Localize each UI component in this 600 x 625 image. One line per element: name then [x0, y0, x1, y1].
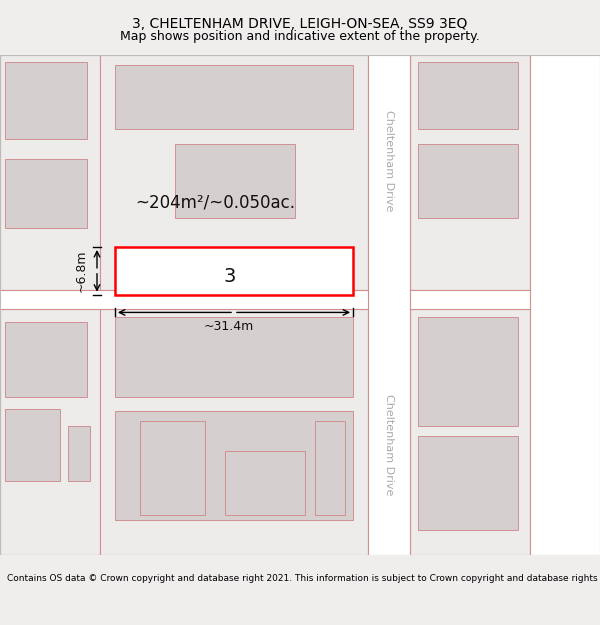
- Bar: [115, 247, 353, 294]
- Bar: [0, 309, 100, 555]
- Bar: [418, 436, 518, 530]
- Bar: [115, 318, 353, 397]
- Bar: [368, 55, 410, 555]
- Bar: [5, 322, 87, 397]
- Bar: [100, 309, 368, 555]
- Bar: [538, 139, 596, 218]
- Text: Cheltenham Drive: Cheltenham Drive: [384, 394, 394, 495]
- Bar: [0, 289, 368, 309]
- Bar: [100, 55, 368, 289]
- Bar: [5, 159, 87, 228]
- Bar: [410, 55, 530, 289]
- Bar: [225, 451, 305, 516]
- Text: 3: 3: [223, 267, 235, 286]
- Bar: [5, 62, 87, 139]
- Text: 3, CHELTENHAM DRIVE, LEIGH-ON-SEA, SS9 3EQ: 3, CHELTENHAM DRIVE, LEIGH-ON-SEA, SS9 3…: [133, 18, 467, 31]
- Bar: [410, 289, 530, 309]
- Text: Contains OS data © Crown copyright and database right 2021. This information is : Contains OS data © Crown copyright and d…: [7, 574, 600, 582]
- Text: ~204m²/~0.050ac.: ~204m²/~0.050ac.: [135, 194, 295, 211]
- Bar: [530, 55, 600, 555]
- Bar: [418, 62, 518, 129]
- Bar: [115, 411, 353, 521]
- Bar: [115, 65, 353, 129]
- Bar: [418, 144, 518, 218]
- Bar: [140, 421, 205, 516]
- Bar: [410, 309, 530, 555]
- Text: Cheltenham Drive: Cheltenham Drive: [384, 110, 394, 211]
- Text: ~31.4m: ~31.4m: [204, 320, 254, 332]
- Bar: [5, 409, 60, 481]
- Bar: [175, 144, 295, 218]
- Text: Map shows position and indicative extent of the property.: Map shows position and indicative extent…: [120, 30, 480, 43]
- Bar: [418, 318, 518, 426]
- Text: ~6.8m: ~6.8m: [74, 249, 88, 292]
- Bar: [538, 318, 596, 406]
- Bar: [315, 421, 345, 516]
- Bar: [0, 55, 100, 289]
- Bar: [538, 416, 596, 516]
- Bar: [538, 60, 596, 124]
- Bar: [68, 426, 90, 481]
